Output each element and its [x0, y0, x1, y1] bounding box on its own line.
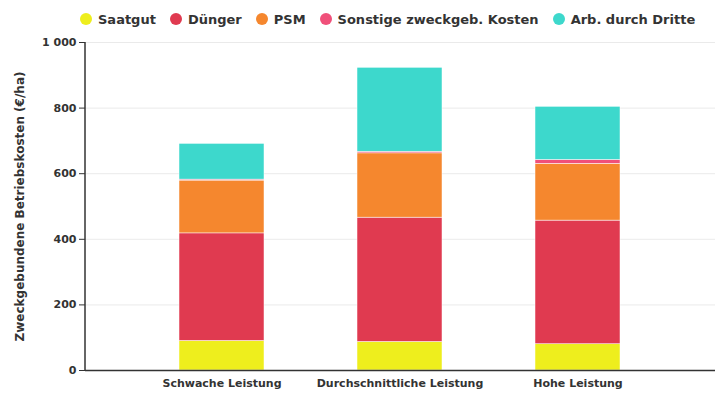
html-text:Saatgut: Saatgut	[98, 11, 156, 27]
svg-text:Hohe Leistung: Hohe Leistung	[533, 377, 622, 390]
html-text:Arb. durch Dritte: Arb. durch Dritte	[570, 11, 696, 27]
svg-text:600: 600	[54, 167, 77, 180]
svg-text:Schwache Leistung: Schwache Leistung	[162, 377, 281, 390]
html-text:Dünger: Dünger	[187, 11, 242, 27]
svg-text:0: 0	[69, 364, 77, 377]
svg-text:1 000: 1 000	[42, 36, 77, 49]
svg-text:Zweckgebundene Betriebskosten: Zweckgebundene Betriebskosten (€/ha)	[13, 72, 27, 342]
svg-text:400: 400	[54, 233, 77, 246]
html-text:Sonstige zweckgeb. Kosten: Sonstige zweckgeb. Kosten	[337, 11, 539, 27]
svg-text:800: 800	[54, 102, 77, 115]
svg-text:200: 200	[54, 298, 77, 311]
html-text:PSM: PSM	[273, 11, 306, 27]
svg-text:Durchschnittliche Leistung: Durchschnittliche Leistung	[317, 377, 484, 390]
